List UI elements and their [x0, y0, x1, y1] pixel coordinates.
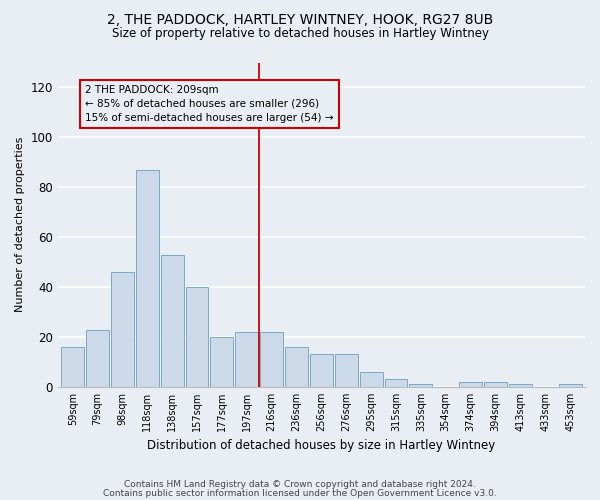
Bar [211, 337, 233, 387]
Bar [285, 347, 308, 387]
Bar [509, 384, 532, 387]
Bar [310, 354, 333, 387]
Text: Size of property relative to detached houses in Hartley Wintney: Size of property relative to detached ho… [112, 28, 488, 40]
Bar [185, 287, 208, 387]
X-axis label: Distribution of detached houses by size in Hartley Wintney: Distribution of detached houses by size … [147, 440, 496, 452]
Text: 2 THE PADDOCK: 209sqm
← 85% of detached houses are smaller (296)
15% of semi-det: 2 THE PADDOCK: 209sqm ← 85% of detached … [85, 85, 334, 123]
Bar [559, 384, 581, 387]
Bar [111, 272, 134, 387]
Bar [335, 354, 358, 387]
Bar [409, 384, 433, 387]
Text: Contains HM Land Registry data © Crown copyright and database right 2024.: Contains HM Land Registry data © Crown c… [124, 480, 476, 489]
Bar [459, 382, 482, 387]
Y-axis label: Number of detached properties: Number of detached properties [15, 137, 25, 312]
Text: Contains public sector information licensed under the Open Government Licence v3: Contains public sector information licen… [103, 489, 497, 498]
Text: 2, THE PADDOCK, HARTLEY WINTNEY, HOOK, RG27 8UB: 2, THE PADDOCK, HARTLEY WINTNEY, HOOK, R… [107, 12, 493, 26]
Bar [61, 347, 84, 387]
Bar [385, 380, 407, 387]
Bar [136, 170, 159, 387]
Bar [359, 372, 383, 387]
Bar [161, 254, 184, 387]
Bar [86, 330, 109, 387]
Bar [260, 332, 283, 387]
Bar [235, 332, 258, 387]
Bar [484, 382, 507, 387]
